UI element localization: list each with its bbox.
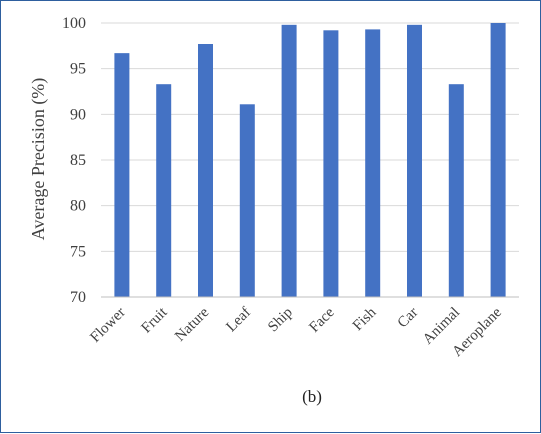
bar-nature [198, 44, 213, 297]
bars [114, 23, 506, 298]
x-tick-flower: Flower [87, 305, 128, 346]
y-tick-85: 85 [70, 152, 86, 169]
x-tick-car: Car [395, 305, 422, 332]
x-tick-labels: Flower Fruit Nature Leaf Ship Face Fish CarAnim… [87, 304, 505, 360]
y-tick-70: 70 [70, 289, 86, 306]
y-tick-75: 75 [70, 243, 86, 260]
y-tick-labels: 70 75 80 85 90 95 100 [62, 15, 86, 306]
x-tick-nature: Nature [172, 304, 212, 344]
bar-fish [365, 29, 381, 297]
y-tick-80: 80 [70, 198, 86, 215]
bar-car [407, 24, 422, 298]
bar-animal [448, 84, 464, 298]
y-tick-90: 90 [70, 106, 86, 123]
y-axis-label: Average Precision (%) [28, 78, 49, 241]
x-tick-face: Face [306, 304, 338, 336]
x-tick-leaf: Leaf [223, 305, 254, 336]
y-tick-100: 100 [62, 15, 86, 32]
bar-flower [114, 53, 130, 297]
figure-caption: (b) [302, 387, 322, 406]
bar-leaf [239, 104, 255, 297]
bar-ship [281, 24, 297, 298]
y-tick-95: 95 [70, 61, 86, 78]
x-tick-fruit: Fruit [139, 304, 172, 337]
bar-face [323, 30, 339, 297]
bar-fruit [156, 84, 172, 298]
x-tick-ship: Ship [265, 305, 296, 336]
x-tick-fish: Fish [350, 304, 380, 334]
bar-aeroplane [490, 23, 506, 297]
